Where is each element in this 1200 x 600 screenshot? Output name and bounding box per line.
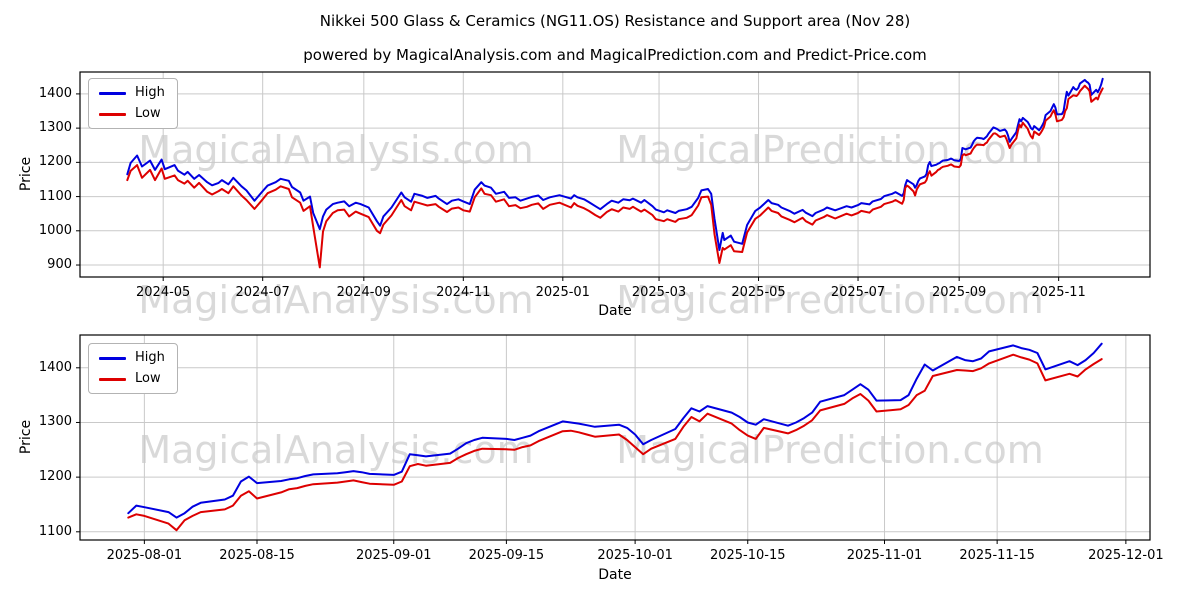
watermark-text: MagicalPrediction.com [616, 428, 1044, 472]
legend-low-line-swatch [99, 112, 126, 116]
x-axis-label-overview: Date [598, 303, 632, 319]
legend-overview: High Low [88, 78, 178, 129]
watermark-text: MagicalPrediction.com [616, 278, 1044, 322]
page-title: Nikkei 500 Glass & Ceramics (NG11.OS) Re… [319, 12, 911, 30]
page-subtitle: powered by MagicalAnalysis.com and Magic… [303, 46, 927, 64]
legend-entry-high: High [99, 86, 165, 100]
legend-high-label: High [135, 85, 165, 100]
high-series-line-overview [126, 77, 1104, 251]
watermark-text: MagicalAnalysis.com [138, 278, 534, 322]
legend-low-label: Low [135, 371, 161, 386]
legend-entry-low: Low [99, 107, 165, 121]
low-series-line-overview [126, 84, 1104, 269]
y-axis-label-recent: Price [18, 419, 34, 455]
legend-entry-high: High [99, 351, 165, 365]
legend-entry-low: Low [99, 372, 165, 386]
legend-low-label: Low [135, 106, 161, 121]
high-series-line-recent-detail [127, 342, 1103, 519]
watermark-text: MagicalAnalysis.com [138, 428, 534, 472]
legend-high-line-swatch [99, 91, 126, 95]
x-axis-label-recent: Date [598, 567, 632, 583]
legend-high-line-swatch [99, 356, 126, 360]
legend-low-line-swatch [99, 377, 126, 381]
plot-border-recent-detail [79, 334, 1151, 541]
low-series-line-recent-detail [127, 353, 1103, 532]
watermark-text: MagicalAnalysis.com [138, 128, 534, 172]
legend-high-label: High [135, 350, 165, 365]
plot-border-overview [79, 71, 1151, 278]
legend-recent: High Low [88, 343, 178, 394]
y-axis-label-overview: Price [18, 156, 34, 192]
